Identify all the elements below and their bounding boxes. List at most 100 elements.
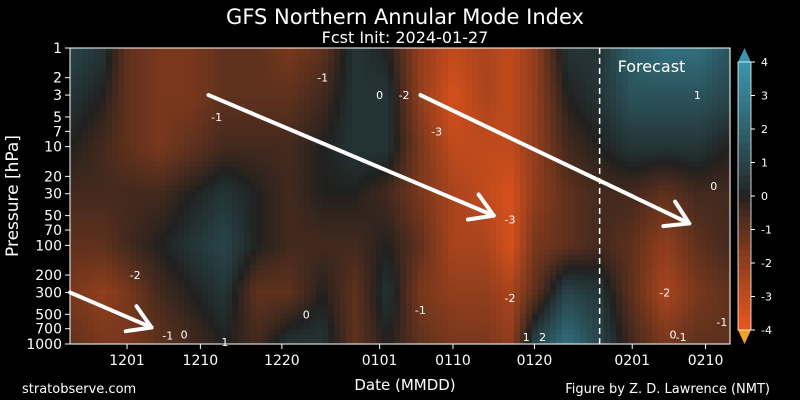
heatmap-cell — [442, 250, 449, 256]
heatmap-cell — [640, 67, 647, 74]
heatmap-cell — [670, 191, 677, 197]
heatmap-cell — [586, 220, 593, 227]
heatmap-cell — [574, 136, 581, 143]
heatmap-cell — [358, 97, 365, 103]
heatmap-cell — [442, 151, 449, 158]
heatmap-cell — [310, 235, 317, 241]
heatmap-cell — [532, 166, 539, 172]
heatmap-cell — [292, 176, 299, 182]
heatmap-cell — [388, 146, 395, 153]
heatmap-cell — [226, 77, 233, 84]
heatmap-cell — [274, 171, 281, 177]
heatmap-cell — [484, 77, 491, 84]
heatmap-cell — [142, 240, 149, 246]
heatmap-cell — [364, 107, 371, 113]
heatmap-cell — [682, 141, 689, 148]
heatmap-cell — [70, 265, 77, 271]
heatmap-cell — [280, 141, 287, 148]
heatmap-cell — [94, 87, 101, 93]
heatmap-cell — [238, 176, 245, 182]
heatmap-cell — [520, 181, 527, 187]
heatmap-cell — [706, 171, 713, 177]
heatmap-cell — [610, 255, 617, 261]
heatmap-cell — [76, 72, 83, 79]
heatmap-cell — [286, 107, 293, 113]
heatmap-cell — [322, 186, 329, 192]
heatmap-cell — [292, 67, 299, 74]
heatmap-cell — [304, 161, 311, 167]
heatmap-cell — [238, 260, 245, 266]
heatmap-cell — [160, 181, 167, 187]
heatmap-cell — [682, 196, 689, 202]
heatmap-cell — [646, 235, 653, 241]
heatmap-cell — [640, 131, 647, 138]
heatmap-cell — [244, 136, 251, 143]
heatmap-cell — [448, 230, 455, 237]
heatmap-cell — [580, 215, 587, 222]
heatmap-cell — [292, 171, 299, 177]
heatmap-cell — [616, 210, 623, 217]
heatmap-cell — [628, 146, 635, 153]
heatmap-cell — [322, 87, 329, 93]
heatmap-cell — [238, 181, 245, 187]
heatmap-cell — [82, 235, 89, 241]
heatmap-cell — [76, 117, 83, 123]
heatmap-cell — [280, 92, 287, 98]
heatmap-cell — [88, 215, 95, 222]
heatmap-cell — [502, 136, 509, 143]
heatmap-cell — [244, 122, 251, 128]
heatmap-cell — [694, 265, 701, 271]
heatmap-cell — [688, 240, 695, 246]
heatmap-cell — [160, 136, 167, 143]
heatmap-cell — [634, 205, 641, 212]
heatmap-cell — [436, 87, 443, 93]
heatmap-cell — [640, 176, 647, 182]
heatmap-cell — [238, 205, 245, 212]
heatmap-cell — [544, 122, 551, 128]
heatmap-cell — [610, 57, 617, 64]
heatmap-cell — [700, 97, 707, 103]
heatmap-cell — [76, 156, 83, 163]
heatmap-cell — [424, 245, 431, 251]
heatmap-cell — [208, 220, 215, 227]
heatmap-cell — [160, 191, 167, 197]
heatmap-cell — [322, 196, 329, 202]
heatmap-cell — [508, 225, 515, 232]
heatmap-cell — [670, 210, 677, 217]
chart-subtitle: Fcst Init: 2024-01-27 — [322, 28, 489, 47]
heatmap-cell — [628, 205, 635, 212]
heatmap-cell — [352, 97, 359, 103]
heatmap-cell — [556, 265, 563, 271]
heatmap-cell — [418, 230, 425, 237]
heatmap-cell — [154, 102, 161, 108]
heatmap-cell — [70, 117, 77, 123]
heatmap-cell — [664, 191, 671, 197]
heatmap-cell — [172, 102, 179, 108]
heatmap-cell — [652, 107, 659, 113]
heatmap-cell — [664, 87, 671, 93]
heatmap-cell — [232, 67, 239, 74]
heatmap-cell — [388, 186, 395, 192]
heatmap-cell — [142, 250, 149, 256]
heatmap-cell — [676, 141, 683, 148]
heatmap-cell — [136, 112, 143, 118]
heatmap-cell — [700, 191, 707, 197]
heatmap-cell — [136, 181, 143, 187]
heatmap-cell — [580, 245, 587, 251]
heatmap-cell — [334, 57, 341, 64]
heatmap-cell — [88, 126, 95, 133]
heatmap-cell — [166, 245, 173, 251]
heatmap-cell — [412, 92, 419, 98]
heatmap-cell — [538, 82, 545, 89]
heatmap-cell — [670, 230, 677, 237]
heatmap-cell — [310, 265, 317, 271]
heatmap-cell — [280, 171, 287, 177]
heatmap-cell — [244, 255, 251, 261]
heatmap-cell — [172, 270, 179, 276]
heatmap-cell — [622, 67, 629, 74]
heatmap-cell — [454, 97, 461, 103]
heatmap-cell — [490, 186, 497, 192]
heatmap-cell — [622, 72, 629, 79]
heatmap-cell — [76, 205, 83, 212]
heatmap-cell — [376, 210, 383, 217]
